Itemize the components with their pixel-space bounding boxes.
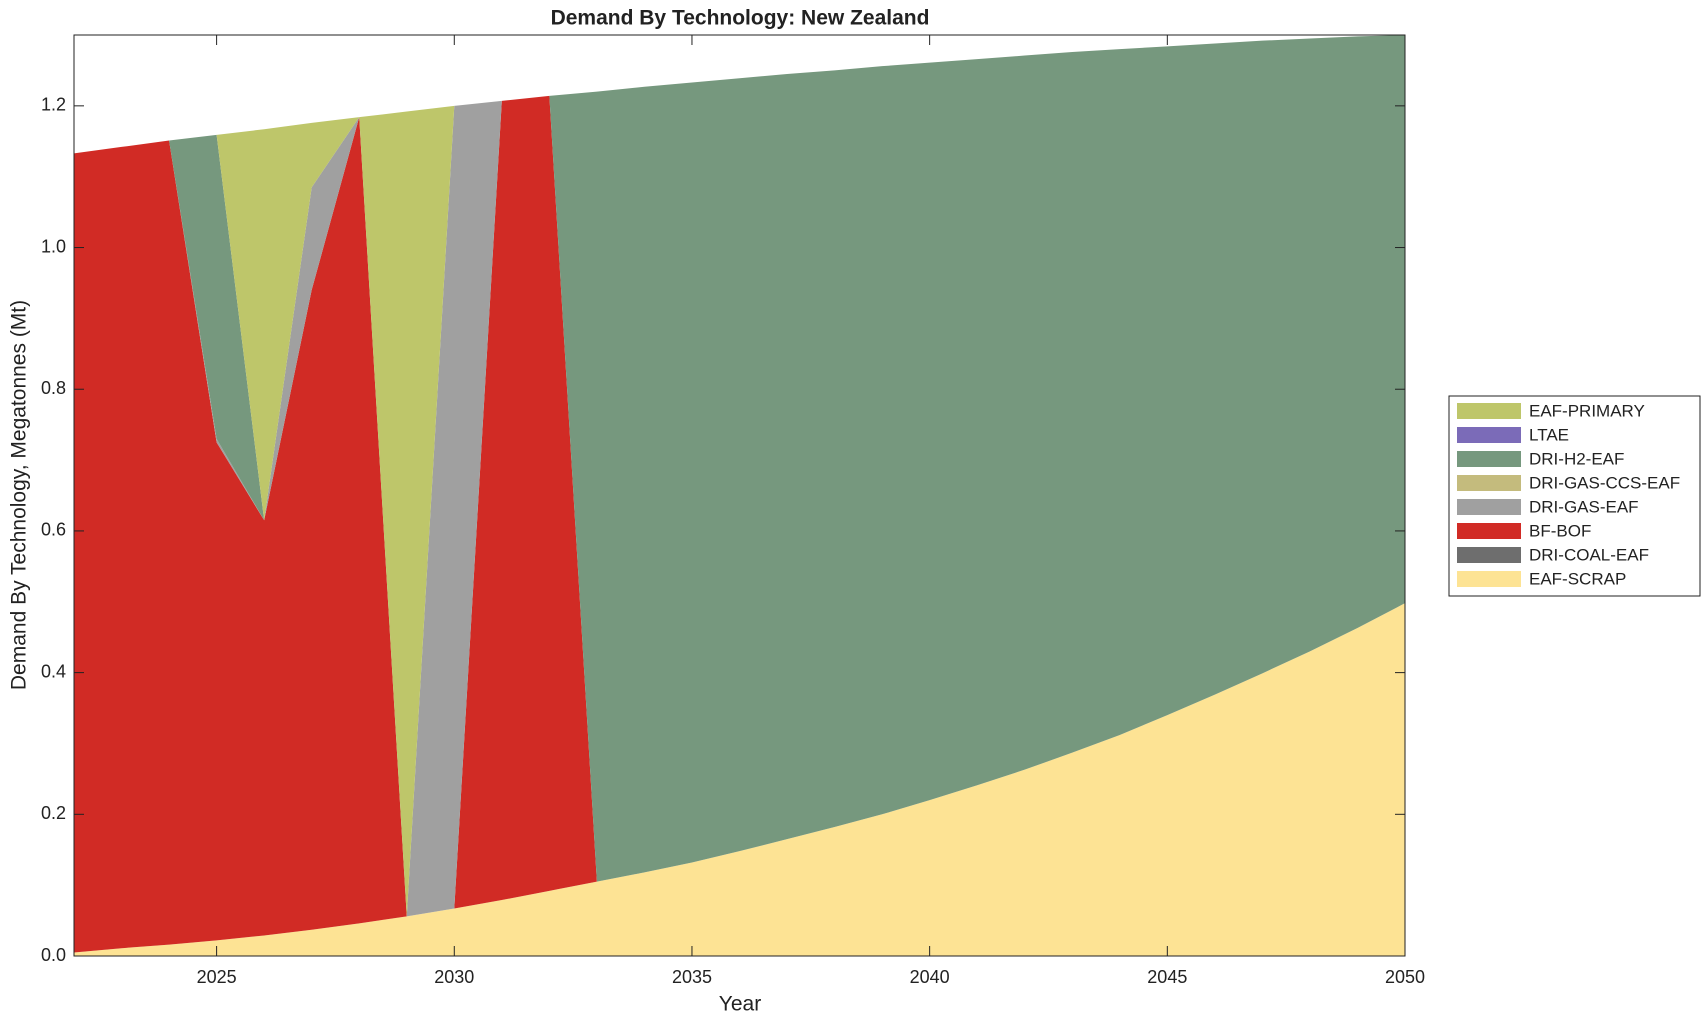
legend-label: DRI-GAS-EAF: [1529, 497, 1639, 516]
y-axis-label: Demand By Technology, Megatonnes (Mt): [8, 300, 31, 690]
legend-swatch: [1457, 475, 1521, 491]
legend-swatch: [1457, 427, 1521, 443]
y-tick-label: 0.2: [41, 803, 66, 823]
y-tick-label: 1.0: [41, 236, 66, 256]
x-tick-label: 2040: [910, 967, 950, 987]
legend-swatch: [1457, 571, 1521, 587]
legend-label: DRI-GAS-CCS-EAF: [1529, 473, 1680, 492]
area: [74, 95, 1405, 953]
area: [74, 35, 1405, 917]
legend-swatch: [1457, 499, 1521, 515]
y-tick-label: 0.4: [41, 661, 66, 681]
legend-box: [1448, 395, 1701, 597]
y-tick-label: 0.0: [41, 945, 66, 965]
x-tick-label: 2025: [197, 967, 237, 987]
legend-swatch: [1457, 403, 1521, 419]
legend-label: LTAE: [1529, 425, 1569, 444]
legend-label: DRI-H2-EAF: [1529, 449, 1624, 468]
legend-label: EAF-PRIMARY: [1529, 401, 1645, 420]
legend-swatch: [1457, 523, 1521, 539]
legend-swatch: [1457, 451, 1521, 467]
y-tick-label: 0.6: [41, 520, 66, 540]
x-tick-label: 2030: [434, 967, 474, 987]
legend-label: BF-BOF: [1529, 521, 1591, 540]
y-tick-label: 1.2: [41, 95, 66, 115]
legend-label: DRI-COAL-EAF: [1529, 545, 1649, 564]
legend-label: EAF-SCRAP: [1529, 569, 1626, 588]
x-tick-label: 2035: [672, 967, 712, 987]
legend-swatch: [1457, 547, 1521, 563]
x-tick-label: 2050: [1385, 967, 1425, 987]
y-tick-label: 0.8: [41, 378, 66, 398]
chart-title: Demand By Technology: New Zealand: [551, 7, 930, 30]
area: [74, 35, 1405, 917]
area: [74, 603, 1405, 956]
x-tick-label: 2045: [1147, 967, 1187, 987]
x-axis-label: Year: [719, 993, 761, 1016]
plot-frame: [73, 34, 1406, 957]
